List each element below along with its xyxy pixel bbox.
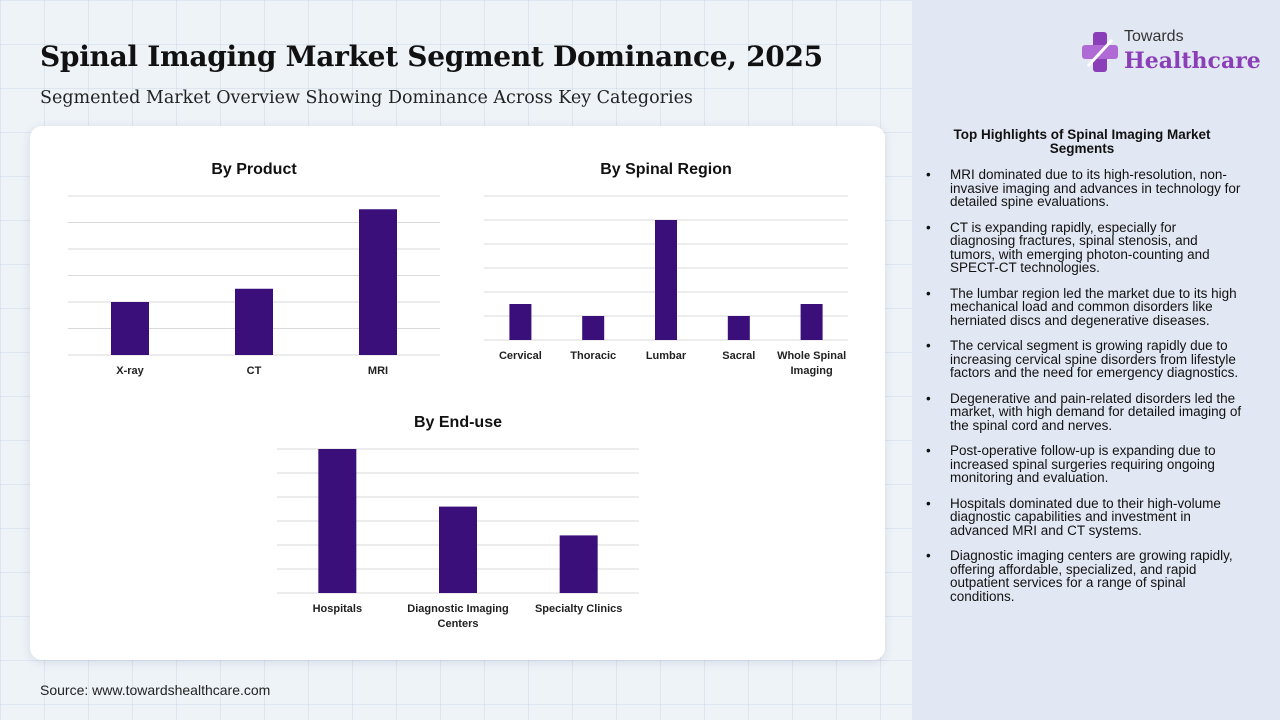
bullet-icon: • — [926, 338, 931, 353]
tick-label: Diagnostic Imaging Centers — [407, 603, 508, 630]
bar-mri — [359, 209, 397, 355]
highlight-text: Diagnostic imaging centers are growing r… — [950, 548, 1233, 604]
tick-label: Sacral — [722, 350, 755, 362]
logo-text-bottom: Healthcare — [1124, 48, 1261, 74]
tick-label: X-ray — [116, 365, 144, 377]
bar-ct — [235, 288, 273, 355]
chart-title: By Spinal Region — [600, 161, 732, 178]
bar-thoracic — [582, 316, 605, 340]
charts-canvas: By Product X-ray CT MRI By Spinal Region Cerv… — [68, 161, 848, 630]
highlight-item: • The cervical segment is growing rapidly… — [926, 339, 1244, 380]
chart-1: By Spinal Region Cervical Thoracic Lumbar Sa… — [484, 161, 848, 377]
page-subtitle: Segmented Market Overview Showing Domina… — [40, 88, 693, 108]
highlight-text: The cervical segment is growing rapidly … — [950, 338, 1239, 380]
tick-label: Lumbar — [646, 350, 687, 362]
tick-label: Specialty Clinics — [535, 603, 622, 615]
bullet-icon: • — [926, 443, 931, 458]
source-note: Source: www.towardshealthcare.com — [40, 682, 271, 698]
bar-sacral — [727, 316, 750, 340]
bar-specialty-clinics — [559, 535, 598, 593]
bar-lumbar — [655, 220, 677, 340]
bullet-icon: • — [926, 167, 931, 182]
chart-title: By Product — [211, 161, 297, 178]
tick-label: Thoracic — [570, 350, 616, 362]
highlight-item: • The lumbar region led the market due to… — [926, 285, 1244, 328]
tick-label: Hospitals — [313, 603, 363, 615]
highlights-list: • MRI dominated due to its high-resolutio… — [926, 168, 1244, 615]
bar-diagnostic-imaging-centers — [439, 506, 477, 593]
logo-text-top: Towards — [1124, 28, 1184, 45]
bullet-icon: • — [926, 495, 931, 511]
highlight-text: Degenerative and pain-related disorders … — [950, 390, 1242, 433]
chart-0: By Product X-ray CT MRI — [68, 161, 440, 377]
highlight-item: • Post-operative follow-up is expanding d… — [926, 444, 1244, 485]
bullet-icon: • — [926, 390, 931, 406]
highlight-item: • MRI dominated due to its high-resolutio… — [926, 168, 1244, 209]
highlights-panel — [912, 0, 1280, 720]
bullet-icon: • — [926, 219, 931, 235]
highlight-item: • Degenerative and pain-related disorders… — [926, 390, 1244, 433]
tick-label: Whole Spinal Imaging — [777, 350, 846, 377]
highlight-text: Post-operative follow-up is expanding du… — [950, 443, 1216, 485]
bullet-icon: • — [926, 548, 931, 563]
bar-x-ray — [111, 302, 149, 355]
tick-label: CT — [247, 365, 262, 377]
medical-cross-icon — [1082, 32, 1118, 72]
bullet-icon: • — [926, 285, 931, 301]
tick-label: Cervical — [499, 350, 542, 362]
brand-logo: Towards Healthcare — [1080, 28, 1261, 78]
page-title: Spinal Imaging Market Segment Dominance,… — [40, 40, 823, 73]
highlight-item: • CT is expanding rapidly, especially for… — [926, 219, 1244, 275]
highlight-text: The lumbar region led the market due to … — [950, 285, 1237, 328]
highlight-text: Hospitals dominated due to their high-vo… — [950, 495, 1221, 538]
tick-label: MRI — [368, 365, 388, 377]
highlights-title: Top Highlights of Spinal Imaging Market … — [953, 127, 1211, 156]
chart-2: By End-use Hospitals Diagnostic Imaging Cen… — [277, 414, 639, 630]
bar-whole-spinal-imaging — [800, 304, 823, 340]
bar-cervical — [509, 304, 532, 340]
highlight-text: MRI dominated due to its high-resolution… — [950, 167, 1241, 209]
bar-hospitals — [318, 449, 357, 593]
charts-card: By Product X-ray CT MRI By Spinal Region Cerv… — [30, 126, 885, 660]
chart-title: By End-use — [414, 414, 502, 431]
highlight-item: • Diagnostic imaging centers are growing … — [926, 549, 1244, 603]
highlight-text: CT is expanding rapidly, especially for … — [950, 219, 1210, 275]
highlight-item: • Hospitals dominated due to their high-v… — [926, 495, 1244, 538]
